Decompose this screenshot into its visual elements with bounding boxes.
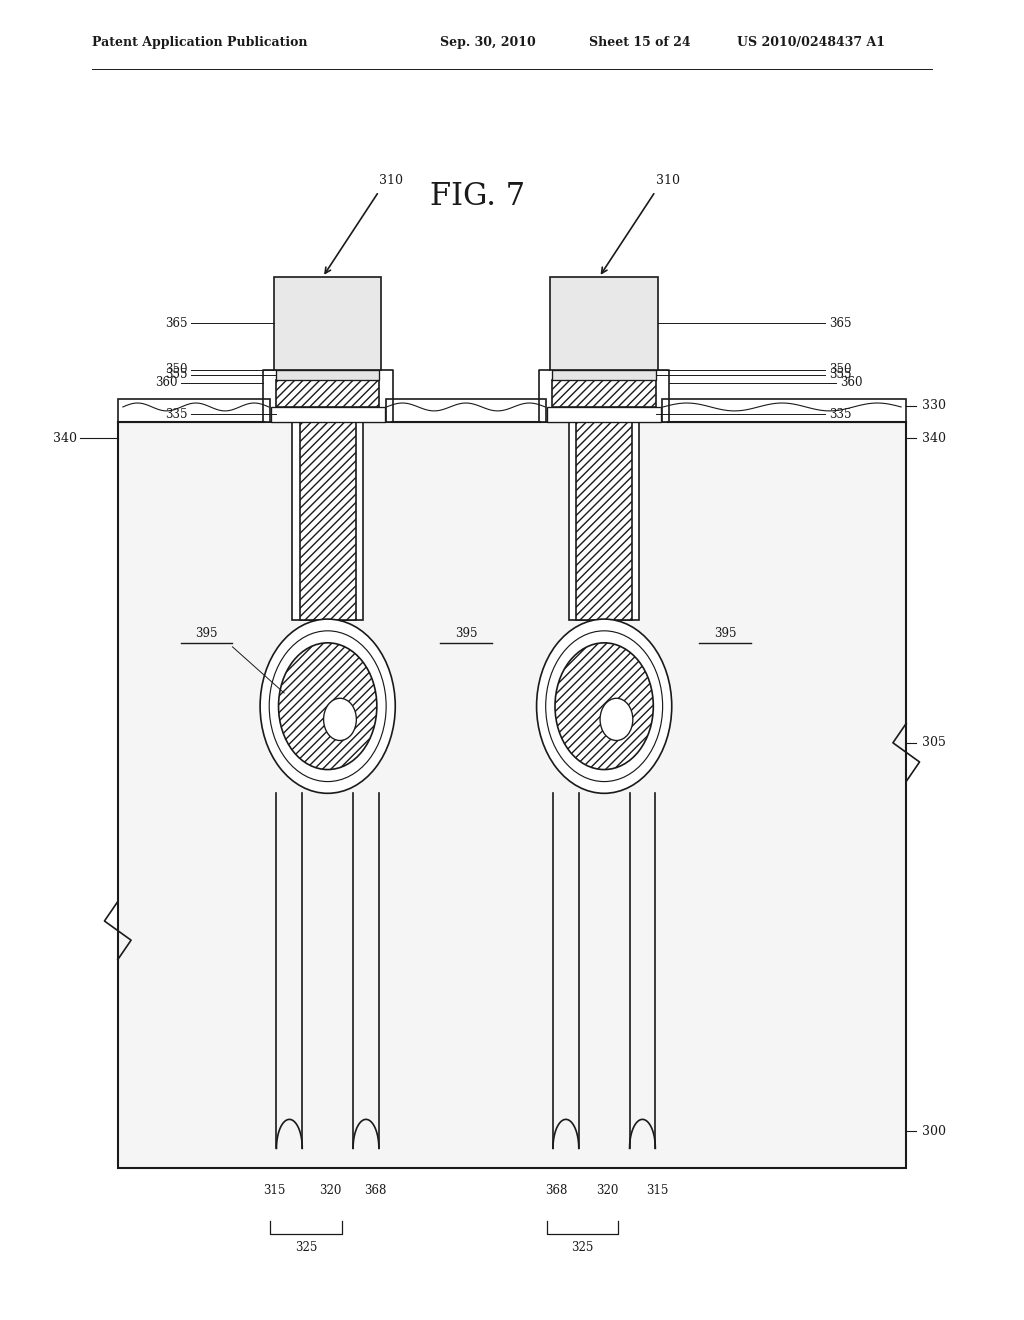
Polygon shape bbox=[118, 422, 906, 1168]
Text: 325: 325 bbox=[571, 1241, 594, 1254]
Text: 330: 330 bbox=[922, 399, 945, 412]
Polygon shape bbox=[385, 399, 547, 422]
Circle shape bbox=[324, 698, 356, 741]
Polygon shape bbox=[569, 422, 639, 620]
Polygon shape bbox=[662, 399, 906, 422]
Text: 355: 355 bbox=[165, 368, 187, 381]
Text: 340: 340 bbox=[53, 432, 77, 445]
Text: 395: 395 bbox=[196, 627, 218, 640]
Text: 315: 315 bbox=[263, 1184, 286, 1197]
Circle shape bbox=[546, 631, 663, 781]
Text: 325: 325 bbox=[295, 1241, 317, 1254]
Text: 350: 350 bbox=[165, 363, 187, 376]
Text: 368: 368 bbox=[365, 1184, 387, 1197]
Text: 320: 320 bbox=[596, 1184, 618, 1197]
Polygon shape bbox=[293, 422, 364, 620]
Polygon shape bbox=[299, 422, 356, 620]
Text: FIG. 7: FIG. 7 bbox=[430, 181, 525, 211]
Text: 315: 315 bbox=[646, 1184, 669, 1197]
Text: 355: 355 bbox=[829, 368, 852, 381]
Text: 360: 360 bbox=[155, 376, 177, 389]
Circle shape bbox=[600, 698, 633, 741]
Text: Sep. 30, 2010: Sep. 30, 2010 bbox=[440, 36, 537, 49]
Polygon shape bbox=[547, 407, 662, 422]
Polygon shape bbox=[118, 399, 270, 422]
Text: Patent Application Publication: Patent Application Publication bbox=[92, 36, 307, 49]
Polygon shape bbox=[270, 407, 385, 422]
Circle shape bbox=[555, 643, 653, 770]
Text: Sheet 15 of 24: Sheet 15 of 24 bbox=[589, 36, 690, 49]
Text: 368: 368 bbox=[545, 1184, 567, 1197]
Text: 310: 310 bbox=[379, 174, 403, 187]
Text: 340: 340 bbox=[922, 432, 945, 445]
Text: 365: 365 bbox=[165, 317, 187, 330]
Text: 365: 365 bbox=[829, 317, 852, 330]
Text: 310: 310 bbox=[655, 174, 680, 187]
Circle shape bbox=[260, 619, 395, 793]
Polygon shape bbox=[553, 380, 655, 407]
Text: 335: 335 bbox=[829, 408, 852, 421]
Text: 335: 335 bbox=[165, 408, 187, 421]
Text: 350: 350 bbox=[829, 363, 852, 376]
Text: 395: 395 bbox=[455, 627, 477, 640]
Text: 360: 360 bbox=[840, 376, 862, 389]
Circle shape bbox=[269, 631, 386, 781]
Circle shape bbox=[279, 643, 377, 770]
Text: 300: 300 bbox=[922, 1125, 945, 1138]
Circle shape bbox=[537, 619, 672, 793]
Text: US 2010/0248437 A1: US 2010/0248437 A1 bbox=[737, 36, 886, 49]
Polygon shape bbox=[276, 370, 379, 380]
Text: 395: 395 bbox=[714, 627, 736, 640]
Polygon shape bbox=[274, 277, 381, 370]
Polygon shape bbox=[276, 380, 379, 407]
Polygon shape bbox=[553, 370, 655, 380]
Polygon shape bbox=[575, 422, 632, 620]
Text: 320: 320 bbox=[319, 1184, 342, 1197]
Polygon shape bbox=[551, 277, 657, 370]
Text: 305: 305 bbox=[922, 737, 945, 748]
